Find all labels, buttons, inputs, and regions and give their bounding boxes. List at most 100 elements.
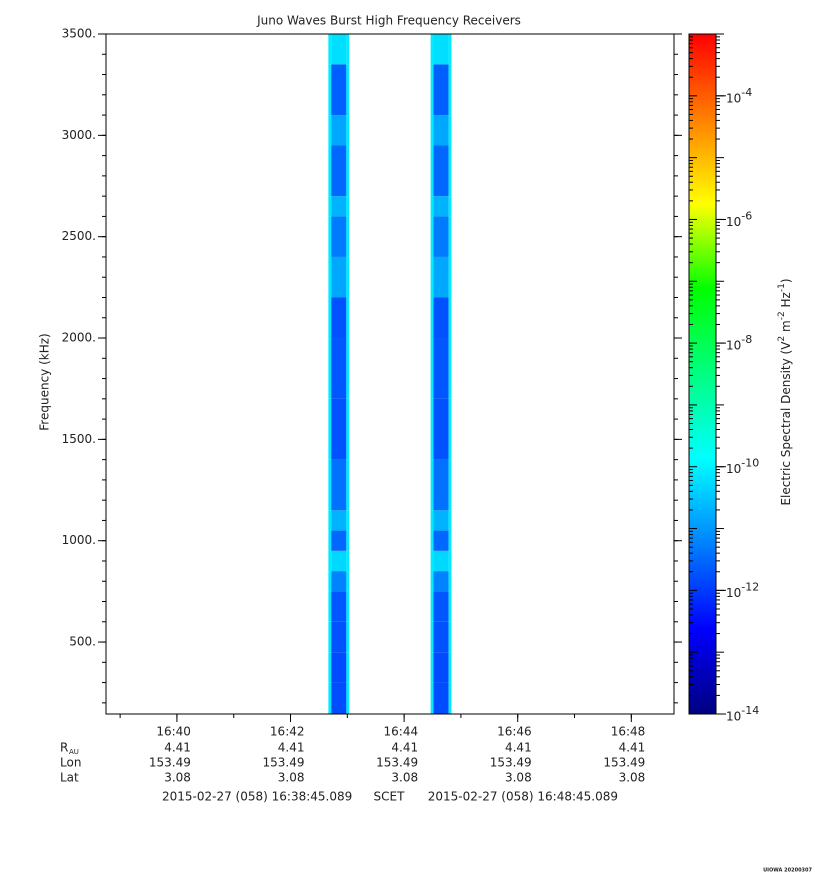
spectrogram-cell: [448, 196, 452, 217]
spectrogram-cell: [346, 398, 350, 460]
ephemeris-value: 153.49: [149, 756, 191, 770]
spectrogram-cell: [346, 115, 350, 146]
spectrogram-cell: [430, 398, 434, 460]
ephemeris-value: 3.08: [619, 771, 646, 785]
ephemeris-value: 153.49: [490, 756, 532, 770]
spectrogram-cell: [430, 682, 434, 714]
spectrogram-cell: [433, 338, 449, 399]
spectrogram-cell: [328, 682, 332, 714]
spectrogram-cell: [331, 459, 347, 511]
spectrogram-cell: [331, 682, 347, 714]
spectrogram-cell: [328, 256, 332, 298]
spectrogram-cell: [430, 34, 434, 65]
x-tick-label: 16:40: [156, 725, 191, 739]
spectrogram-cell: [331, 550, 347, 572]
spectrogram-cell: [331, 216, 347, 257]
spectrogram-cell: [331, 64, 347, 116]
spectrogram-cell: [430, 256, 434, 298]
spectrogram-cell: [346, 591, 350, 622]
spectrogram-cell: [346, 510, 350, 531]
ephemeris-label: R: [60, 741, 68, 755]
spectrogram-cell: [433, 196, 449, 217]
spectrogram-cell: [328, 652, 332, 683]
chart-title: Juno Waves Burst High Frequency Receiver…: [256, 14, 521, 28]
colorbar-label: Electric Spectral Density (V2 m-2 Hz-1): [777, 278, 793, 505]
spectrogram-cell: [328, 530, 332, 551]
spectrogram-cell: [433, 682, 449, 714]
spectrogram-cell: [430, 216, 434, 257]
spectrogram-cell: [331, 530, 347, 551]
spectrogram-cell: [448, 216, 452, 257]
spectrogram-cell: [433, 510, 449, 531]
spectrogram-cell: [430, 338, 434, 399]
spectrogram-cell: [346, 216, 350, 257]
spectrogram-cell: [433, 621, 449, 653]
spectrogram-cell: [430, 571, 434, 592]
spectrogram-cell: [346, 145, 350, 197]
ephemeris-label: Lat: [60, 771, 79, 785]
spectrogram-cell: [346, 196, 350, 217]
spectrogram-cell: [433, 398, 449, 460]
spectrogram-cell: [448, 591, 452, 622]
x-tick-label: 16:42: [270, 725, 305, 739]
spectrogram-cell: [448, 34, 452, 65]
y-tick-label: 2000.: [62, 331, 96, 345]
spectrogram-cell: [346, 256, 350, 298]
spectrogram-cell: [328, 338, 332, 399]
spectrogram-cell: [346, 34, 350, 65]
spectrogram-cell: [346, 682, 350, 714]
x-tick-label: 16:48: [611, 725, 646, 739]
colorbar-tick-label: 10-6: [726, 209, 752, 229]
spectrogram-cell: [328, 34, 332, 65]
credit: UIOWA 20200307: [763, 868, 812, 874]
spectrogram-cell: [346, 64, 350, 116]
spectrogram-cell: [328, 64, 332, 116]
spectrogram-cell: [328, 196, 332, 217]
spectrogram-cell: [328, 591, 332, 622]
colorbar-tick-label: 10-10: [726, 457, 759, 477]
spectrogram-cell: [430, 64, 434, 116]
end-time: 2015-02-27 (058) 16:48:45.089: [428, 790, 618, 804]
spectrogram-cell: [331, 34, 347, 65]
spectrogram-cell: [331, 115, 347, 146]
spectrogram-cell: [331, 652, 347, 683]
ephemeris-value: 4.41: [505, 741, 532, 755]
spectrogram-cell: [346, 621, 350, 653]
spectrogram-cell: [328, 398, 332, 460]
spectrogram-cell: [430, 510, 434, 531]
spectrogram-cell: [430, 621, 434, 653]
time-system: SCET: [374, 790, 406, 804]
spectrogram-cell: [331, 510, 347, 531]
spectrogram-cell: [346, 652, 350, 683]
ephemeris-value: 153.49: [263, 756, 305, 770]
spectrogram-cell: [448, 64, 452, 116]
spectrogram-cell: [331, 591, 347, 622]
spectrogram-cell: [328, 571, 332, 592]
spectrogram-cell: [433, 459, 449, 511]
spectrogram-cell: [430, 196, 434, 217]
spectrogram-cell: [448, 571, 452, 592]
spectrogram-cell: [448, 297, 452, 339]
ephemeris-value: 153.49: [376, 756, 418, 770]
y-tick-label: 3500.: [62, 27, 96, 41]
spectrogram-cell: [331, 145, 347, 197]
spectrogram-cell: [433, 591, 449, 622]
spectrogram-cell: [430, 550, 434, 572]
y-tick-label: 2500.: [62, 229, 96, 243]
spectrogram-cell: [331, 571, 347, 592]
spectrogram-cell: [448, 652, 452, 683]
spectrogram-cell: [328, 115, 332, 146]
colorbar-tick-label: 10-4: [726, 86, 752, 106]
spectrogram-cell: [328, 145, 332, 197]
spectrogram-cell: [448, 682, 452, 714]
spectrogram-cell: [331, 196, 347, 217]
ephemeris-value: 4.41: [278, 741, 305, 755]
ephemeris-value: 4.41: [619, 741, 646, 755]
spectrogram-cell: [433, 652, 449, 683]
ephemeris-value: 3.08: [278, 771, 305, 785]
ephemeris-value: 3.08: [391, 771, 418, 785]
colorbar-tick-label: 10-14: [726, 704, 759, 724]
spectrogram-cell: [433, 297, 449, 339]
colorbar-tick-label: 10-8: [726, 333, 752, 353]
